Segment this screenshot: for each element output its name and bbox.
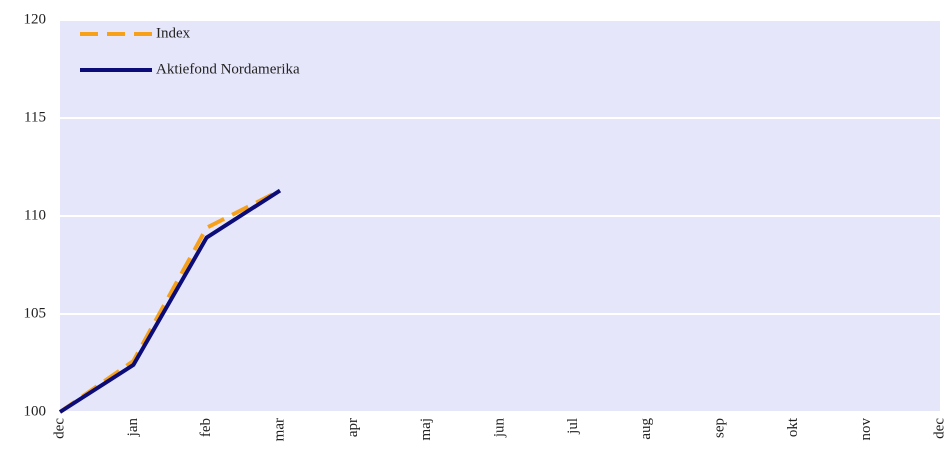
x-tick-label: mar bbox=[271, 418, 287, 441]
x-tick-label: apr bbox=[345, 418, 361, 437]
x-tick-label: feb bbox=[198, 418, 214, 437]
x-tick-label: dec bbox=[931, 418, 947, 439]
y-tick-label: 115 bbox=[24, 109, 46, 125]
x-tick-label: nov bbox=[858, 418, 874, 441]
y-tick-label: 100 bbox=[24, 403, 47, 419]
x-tick-label: jan bbox=[125, 418, 141, 438]
y-tick-label: 120 bbox=[24, 11, 47, 27]
y-tick-label: 105 bbox=[24, 305, 47, 321]
x-tick-label: okt bbox=[785, 417, 801, 437]
y-tick-label: 110 bbox=[24, 207, 46, 223]
legend-label: Aktiefond Nordamerika bbox=[156, 61, 300, 77]
line-series bbox=[58, 188, 282, 414]
x-tick-label: dec bbox=[51, 418, 67, 439]
legend-label: Index bbox=[156, 25, 191, 41]
x-tick-label: jun bbox=[491, 418, 507, 439]
x-tick-label: maj bbox=[418, 418, 434, 441]
x-tick-label: sep bbox=[711, 418, 727, 438]
x-tick-label: jul bbox=[565, 418, 581, 435]
x-tick-label: aug bbox=[638, 418, 654, 440]
